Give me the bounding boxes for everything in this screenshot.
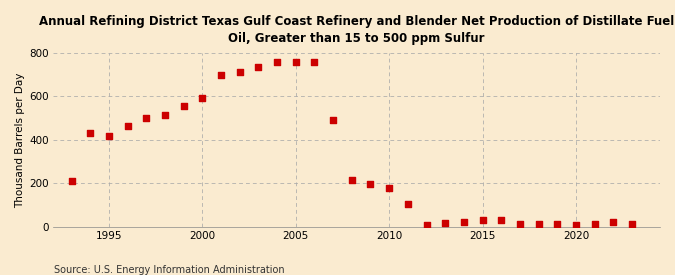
Point xyxy=(402,202,413,206)
Point xyxy=(570,223,581,228)
Point xyxy=(328,118,339,123)
Title: Annual Refining District Texas Gulf Coast Refinery and Blender Net Production of: Annual Refining District Texas Gulf Coas… xyxy=(39,15,674,45)
Point xyxy=(384,185,395,190)
Point xyxy=(66,179,77,183)
Point xyxy=(103,133,114,138)
Point xyxy=(440,221,451,226)
Point xyxy=(272,60,283,64)
Point xyxy=(458,220,469,224)
Point xyxy=(85,131,96,136)
Point xyxy=(253,65,264,69)
Y-axis label: Thousand Barrels per Day: Thousand Barrels per Day xyxy=(15,72,25,208)
Point xyxy=(533,222,544,227)
Point xyxy=(178,104,189,108)
Point xyxy=(215,73,226,77)
Point xyxy=(421,223,432,228)
Point xyxy=(496,218,507,222)
Point xyxy=(477,218,488,222)
Text: Source: U.S. Energy Information Administration: Source: U.S. Energy Information Administ… xyxy=(54,265,285,275)
Point xyxy=(365,182,376,186)
Point xyxy=(626,222,637,227)
Point xyxy=(141,116,152,120)
Point xyxy=(608,220,619,224)
Point xyxy=(309,60,320,64)
Point xyxy=(122,123,133,128)
Point xyxy=(197,95,208,100)
Point xyxy=(552,222,563,227)
Point xyxy=(234,69,245,74)
Point xyxy=(514,222,525,227)
Point xyxy=(589,222,600,227)
Point xyxy=(346,178,357,182)
Point xyxy=(159,113,170,117)
Point xyxy=(290,60,301,64)
